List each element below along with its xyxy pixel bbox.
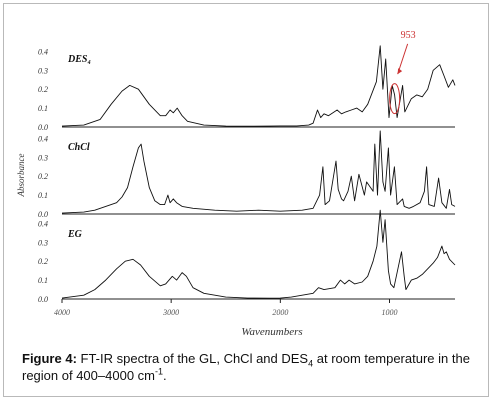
figure-frame xyxy=(3,3,489,397)
figure-caption: Figure 4: FT-IR spectra of the GL, ChCl … xyxy=(22,350,477,384)
caption-label: Figure 4: xyxy=(22,351,77,366)
y-tick-label: 0.4 xyxy=(38,219,48,228)
caption-text-2: at room temperature in the region of 400… xyxy=(22,351,470,383)
y-tick-label: 0.3 xyxy=(38,238,48,247)
series-label: ChCl xyxy=(68,142,90,153)
y-tick-label: 0.2 xyxy=(38,257,48,266)
y-axis-label: Absorbance xyxy=(16,154,26,198)
x-tick-label: 3000 xyxy=(162,308,179,317)
annotation-ellipse xyxy=(389,83,401,115)
caption-text-end: . xyxy=(163,368,167,383)
caption-text-1: FT-IR spectra of the GL, ChCl and DES xyxy=(76,351,309,366)
spectrum-line xyxy=(61,209,456,299)
annotation-arrowhead xyxy=(397,68,403,75)
y-tick-label: 0.0 xyxy=(38,210,48,219)
y-tick-label: 0.3 xyxy=(38,66,48,75)
annotation-label: 953 xyxy=(401,30,416,41)
y-tick-label: 0.1 xyxy=(38,191,48,200)
y-tick-label: 0.2 xyxy=(38,172,48,181)
ftir-chart: 0.4 0.3 0.2 0.1 0.0 DES₄ 953 0.4 0.3 0.2 0.1 0.0 ChC… xyxy=(16,30,456,338)
y-tick-label: 0.0 xyxy=(38,123,48,132)
spectrum-panel-2: 0.4 0.3 0.2 0.1 0.0 EG xyxy=(38,209,456,304)
y-tick-label: 0.1 xyxy=(38,104,48,113)
caption-superscript: -1 xyxy=(154,366,163,377)
caption-subscript: 4 xyxy=(308,358,314,369)
y-tick-label: 0.1 xyxy=(38,276,48,285)
x-axis-label: Wavenumbers xyxy=(241,326,302,338)
y-tick-label: 0.4 xyxy=(38,47,48,56)
spectrum-line xyxy=(61,130,456,214)
spectrum-panel-1: 0.4 0.3 0.2 0.1 0.0 ChCl xyxy=(38,130,456,219)
series-label: EG xyxy=(67,229,83,240)
series-label: DES₄ xyxy=(67,54,91,65)
x-tick-label: 4000 xyxy=(54,308,70,317)
spectrum-panel-0: 0.4 0.3 0.2 0.1 0.0 DES₄ 953 xyxy=(38,30,456,132)
y-tick-label: 0.4 xyxy=(38,134,48,143)
spectrum-line xyxy=(61,45,456,127)
x-tick-label: 1000 xyxy=(382,308,398,317)
y-tick-label: 0.0 xyxy=(38,295,48,304)
x-tick-label: 2000 xyxy=(272,308,288,317)
y-tick-label: 0.3 xyxy=(38,153,48,162)
y-tick-label: 0.2 xyxy=(38,85,48,94)
